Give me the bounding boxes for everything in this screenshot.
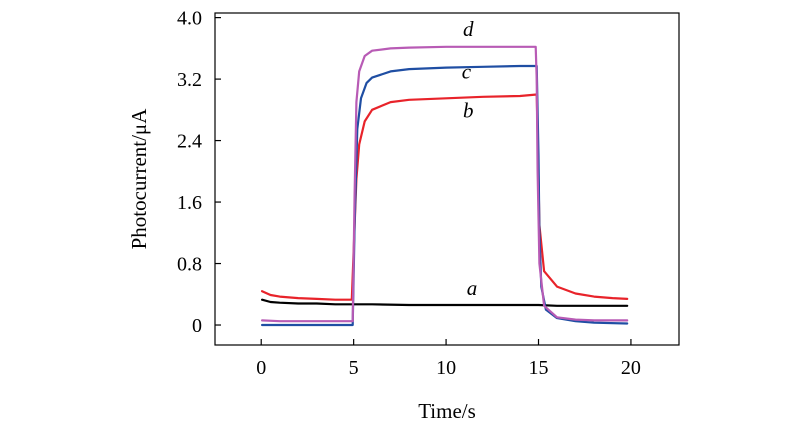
y-axis-title: Photocurrent/μA <box>127 108 151 250</box>
y-tick-label: 1.6 <box>177 192 202 214</box>
plot-frame <box>214 12 680 346</box>
x-axis-ticks: 0 5 10 15 20 <box>256 339 641 379</box>
series-labels: a bcd <box>462 17 477 300</box>
y-tick-label: 2.4 <box>177 131 202 153</box>
x-tick-label: 20 <box>621 357 641 379</box>
series-line-a <box>261 298 629 307</box>
series-line-b <box>261 93 629 301</box>
x-tick-label: 0 <box>256 357 266 379</box>
x-axis-title: Time/s <box>418 399 476 423</box>
series-label-a: a <box>467 276 478 300</box>
series-label-b: b <box>463 99 474 123</box>
series-label-c: c <box>462 59 472 83</box>
y-tick-label: 3.2 <box>177 69 202 91</box>
x-tick-label: 10 <box>436 357 456 379</box>
y-tick-label: 0.8 <box>177 254 202 276</box>
x-tick-label: 15 <box>529 357 549 379</box>
x-tick-label: 5 <box>349 357 359 379</box>
y-tick-label: 4.0 <box>177 8 202 30</box>
series-line-d <box>261 45 629 323</box>
series-lines <box>261 45 629 327</box>
y-axis-ticks: 0 0.8 1.6 2.4 3.2 4.0 <box>177 8 221 337</box>
series-line-c <box>261 64 629 327</box>
y-tick-label: 0 <box>192 315 202 337</box>
series-label-d: d <box>463 17 474 41</box>
